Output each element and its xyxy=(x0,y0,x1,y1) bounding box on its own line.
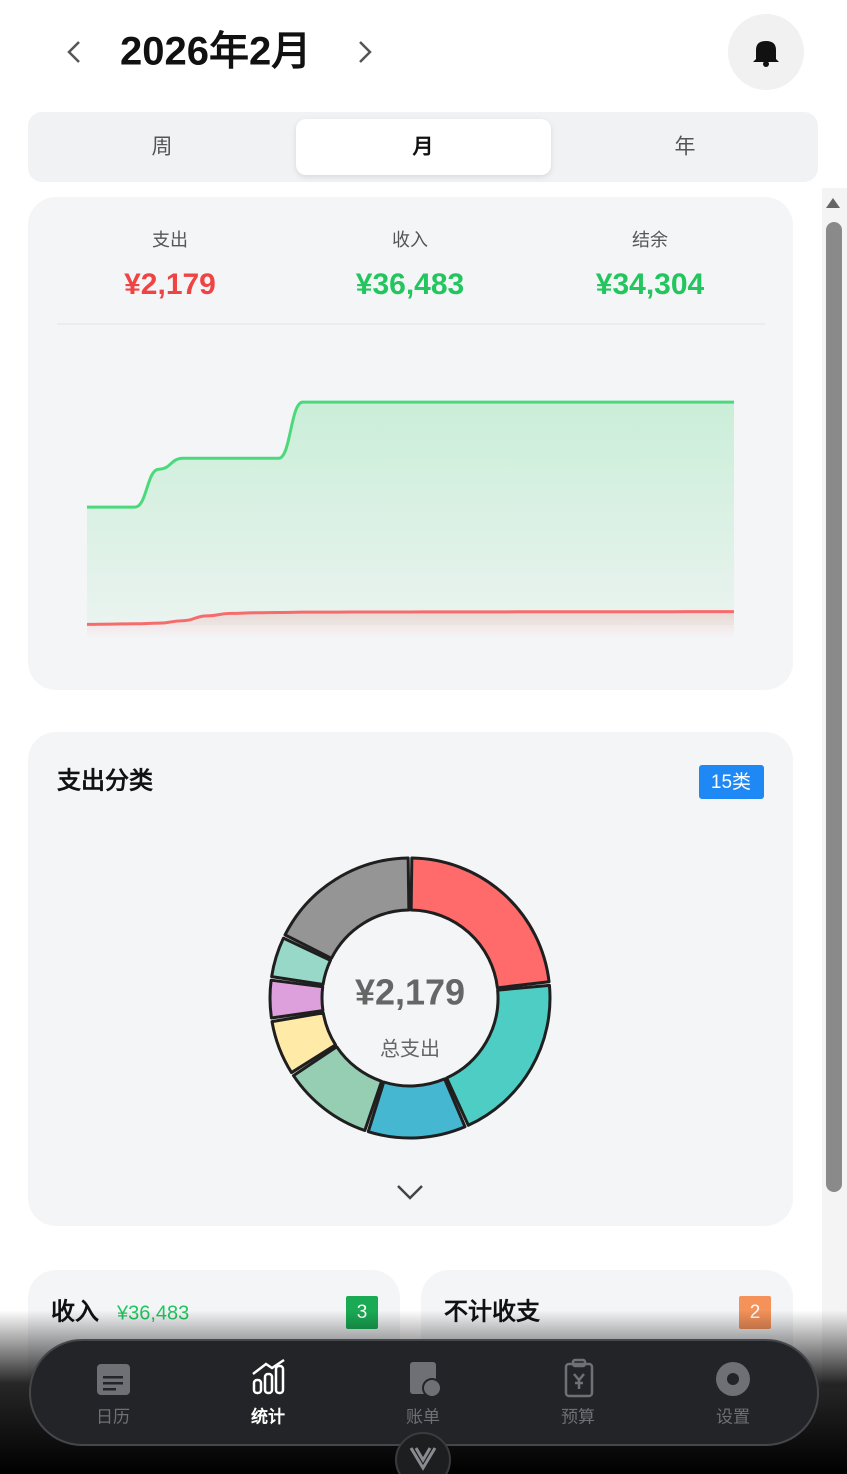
area xyxy=(87,402,734,625)
summary-value: ¥2,179 xyxy=(124,268,216,301)
line xyxy=(86,610,734,626)
summary-label: 收入 xyxy=(392,230,428,250)
donut-slice xyxy=(270,1011,338,1075)
donut-slice xyxy=(283,856,411,960)
donut-total: ¥2,179 xyxy=(355,972,465,1013)
home-button[interactable] xyxy=(395,1432,451,1474)
donut-slice xyxy=(366,1077,467,1140)
tab[interactable]: 月 xyxy=(412,136,434,159)
summary-value: ¥34,304 xyxy=(596,268,705,301)
donut-label: 总支出 xyxy=(380,1037,440,1060)
month-title: 2026年2月 xyxy=(120,30,311,74)
donut-slice xyxy=(270,936,332,987)
trend-chart xyxy=(86,400,734,639)
nav-icon xyxy=(564,1358,594,1398)
card-title: 支出分类 xyxy=(57,767,154,794)
badge xyxy=(699,765,764,799)
donut-chart xyxy=(268,856,552,1140)
area xyxy=(87,611,734,639)
donut-slice xyxy=(409,856,551,990)
nav-icon xyxy=(97,1364,130,1395)
summary-label: 支出 xyxy=(152,230,188,250)
summary-label: 结余 xyxy=(632,230,668,250)
nav-icon xyxy=(252,1358,285,1395)
next-month[interactable] xyxy=(359,41,372,63)
nav-icon xyxy=(410,1362,442,1398)
prev-month[interactable] xyxy=(67,41,80,63)
nav-label[interactable]: 日历 xyxy=(96,1407,130,1426)
donut-slice xyxy=(268,978,325,1020)
donut-slice xyxy=(445,983,552,1127)
category-card xyxy=(28,732,793,1226)
nav-label[interactable]: 统计 xyxy=(251,1406,285,1426)
nav-label[interactable]: 设置 xyxy=(716,1407,750,1426)
tab-active xyxy=(296,119,551,175)
tab[interactable]: 周 xyxy=(152,136,173,159)
scroll-up[interactable] xyxy=(826,198,840,208)
donut-slice xyxy=(291,1045,384,1132)
tab[interactable]: 年 xyxy=(675,136,696,159)
nav-icon xyxy=(716,1362,750,1396)
bell-button[interactable] xyxy=(728,14,804,90)
nav-label[interactable]: 预算 xyxy=(561,1407,595,1426)
summary-value: ¥36,483 xyxy=(356,268,464,301)
line xyxy=(87,400,734,509)
badge-text: 15类 xyxy=(711,771,751,793)
expand[interactable] xyxy=(397,1185,423,1200)
nav-label[interactable]: 账单 xyxy=(406,1407,440,1426)
scroll-thumb[interactable] xyxy=(826,222,842,1192)
